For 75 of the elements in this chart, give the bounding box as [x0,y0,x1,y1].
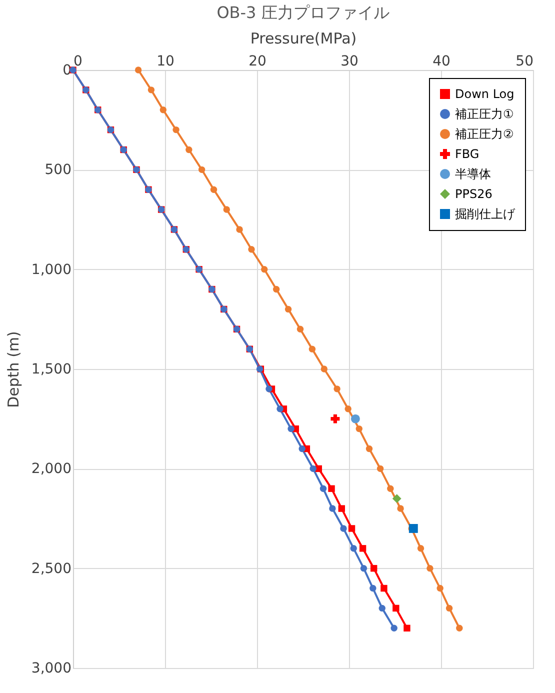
point [426,564,434,572]
point [366,445,373,452]
point [186,146,192,154]
point [329,505,336,512]
y-tick-label: 2,500 [31,560,72,577]
point [387,485,394,492]
legend-label: Down Log [455,87,514,101]
legend-label: PPS26 [455,187,492,201]
point [328,485,335,492]
x-tick-label: 30 [340,54,358,70]
point [404,624,410,632]
point [392,604,400,612]
legend-label: 半導体 [455,167,491,181]
x-axis-title: Pressure(MPa) [250,30,357,48]
y-tick-label: 1,500 [31,362,72,378]
y-tick-label: 2,000 [31,461,72,478]
point [288,425,294,432]
chart-title: OB-3 圧力プロファイル [216,3,390,22]
point [320,485,327,492]
point [334,386,340,392]
point [417,545,424,552]
point [350,414,360,424]
point [248,246,255,253]
point [338,505,345,512]
y-tick-label: 1,000 [31,262,72,278]
point [392,494,402,504]
point [160,106,167,114]
point [370,564,378,572]
point [310,465,316,472]
point [348,525,356,532]
point [408,524,418,533]
point [298,445,306,452]
legend-label: 補正圧力① [455,107,514,121]
point [446,604,453,612]
x-tick-label: 40 [432,54,450,70]
point [380,584,388,592]
point [261,266,268,273]
point [134,66,142,74]
y-axis-title: Depth (m) [4,331,22,408]
x-tick-label: 10 [156,54,174,70]
point [359,545,366,552]
point [350,545,357,552]
point [172,126,180,134]
x-tick-label: 0 [74,54,82,70]
point [276,406,284,412]
point [210,186,218,193]
point [320,366,328,372]
point [356,425,362,432]
point [236,226,243,233]
point [296,326,304,332]
point [376,465,384,472]
point [390,624,398,632]
point [340,525,347,532]
point [223,206,230,213]
point [330,414,340,424]
point [436,584,444,592]
y-tick-label: 500 [44,162,72,178]
point [266,386,272,392]
point [308,346,316,352]
legend-label: FBG [455,147,480,161]
x-tick-label: 20 [248,54,266,70]
point [148,86,155,94]
legend-label: 掘削仕上げ [455,207,516,221]
x-tick-label: 50 [516,54,534,70]
point [344,406,352,412]
point [360,564,368,572]
y-tick-label: 3,000 [31,660,72,676]
point [456,624,463,632]
legend-label: 補正圧力② [455,127,514,141]
point [378,604,386,612]
point [397,505,404,512]
point [272,286,280,293]
point [370,584,376,592]
point [284,306,292,313]
point [198,166,206,174]
